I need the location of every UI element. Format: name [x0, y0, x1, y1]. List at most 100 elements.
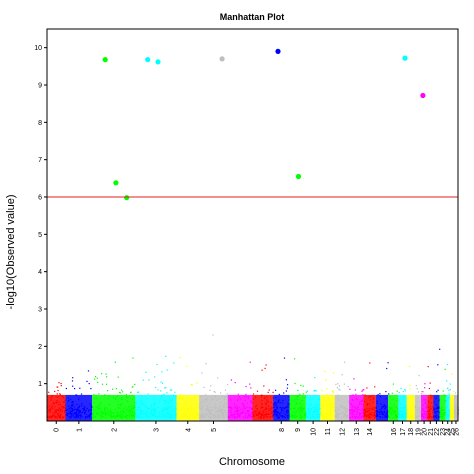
snp-point — [245, 417, 247, 419]
snp-point — [97, 381, 99, 383]
snp-point — [268, 389, 270, 391]
snp-point — [136, 412, 138, 414]
snp-point — [371, 414, 373, 416]
snp-point — [286, 409, 288, 411]
snp-point — [59, 394, 61, 396]
snp-point — [206, 405, 208, 407]
snp-point — [137, 413, 139, 415]
snp-point — [146, 415, 148, 417]
snp-point — [246, 417, 248, 419]
snp-point — [237, 411, 239, 414]
snp-point — [125, 415, 127, 417]
snp-point — [54, 412, 57, 414]
snp-point — [242, 408, 244, 410]
snp-point — [296, 399, 298, 401]
snp-point — [374, 414, 377, 416]
snp-point — [97, 408, 99, 410]
snp-point — [123, 411, 125, 413]
snp-point — [175, 407, 177, 409]
snp-point — [261, 396, 263, 398]
snp-point — [308, 405, 310, 407]
snp-point — [285, 411, 287, 413]
snp-point — [316, 414, 318, 416]
snp-point — [242, 405, 244, 408]
snp-point — [347, 399, 349, 401]
x-tick-label: 13 — [354, 428, 361, 436]
snp-point — [264, 408, 266, 410]
snp-point — [332, 372, 335, 374]
snp-point — [55, 417, 57, 419]
snp-point — [97, 405, 99, 407]
snp-point — [416, 397, 418, 399]
snp-point — [386, 413, 388, 415]
snp-point — [206, 409, 208, 411]
snp-point — [107, 409, 109, 411]
snp-point — [63, 406, 65, 408]
snp-point — [325, 413, 327, 415]
snp-point — [150, 406, 152, 408]
snp-point — [296, 402, 298, 404]
snp-point — [106, 417, 108, 419]
snp-point — [285, 379, 287, 381]
snp-point — [126, 400, 128, 402]
x-tick-label: 4 — [185, 428, 192, 432]
snp-point — [78, 407, 80, 409]
snp-point — [180, 409, 182, 411]
snp-point — [199, 416, 201, 418]
snp-point — [311, 403, 313, 406]
snp-point — [317, 406, 319, 408]
snp-point — [153, 408, 155, 410]
snp-point — [415, 385, 417, 387]
snp-point — [70, 413, 73, 415]
snp-point — [221, 408, 223, 410]
snp-point — [169, 417, 171, 419]
snp-point — [412, 413, 414, 415]
snp-point — [108, 395, 110, 397]
snp-point — [356, 410, 358, 412]
snp-point — [50, 408, 52, 410]
snp-point — [104, 408, 106, 410]
snp-point — [448, 397, 450, 399]
snp-point — [206, 399, 208, 401]
snp-point — [260, 417, 262, 419]
snp-point — [380, 410, 382, 412]
points-layer — [47, 334, 460, 421]
snp-point — [162, 382, 164, 384]
snp-point — [404, 414, 406, 416]
snp-point — [446, 363, 449, 366]
snp-point — [134, 402, 136, 404]
snp-point — [422, 415, 424, 417]
snp-point — [116, 395, 118, 397]
x-tick-label: 11 — [325, 428, 332, 435]
snp-point — [220, 410, 223, 412]
snp-point — [201, 405, 203, 407]
snp-point — [361, 415, 363, 417]
snp-point — [396, 416, 398, 418]
snp-point — [296, 411, 298, 413]
snp-point — [119, 412, 121, 414]
snp-point — [284, 407, 286, 409]
snp-point — [371, 412, 373, 414]
snp-point — [298, 407, 300, 409]
snp-point — [75, 415, 77, 417]
snp-point — [259, 417, 261, 419]
snp-point — [271, 416, 273, 418]
snp-point — [377, 411, 379, 413]
snp-point — [270, 409, 272, 411]
snp-point — [109, 403, 111, 405]
snp-point — [286, 415, 288, 417]
snp-point — [52, 402, 54, 404]
snp-point — [154, 415, 156, 417]
snp-point — [175, 413, 177, 415]
snp-point — [161, 413, 163, 415]
snp-point — [98, 409, 100, 411]
snp-point — [76, 403, 78, 405]
snp-point — [258, 416, 260, 418]
snp-point — [224, 396, 226, 398]
snp-point — [288, 415, 290, 417]
snp-point — [431, 417, 433, 419]
snp-point — [236, 410, 238, 412]
snp-point — [110, 417, 112, 419]
snp-point — [278, 417, 280, 419]
snp-point — [125, 408, 128, 410]
